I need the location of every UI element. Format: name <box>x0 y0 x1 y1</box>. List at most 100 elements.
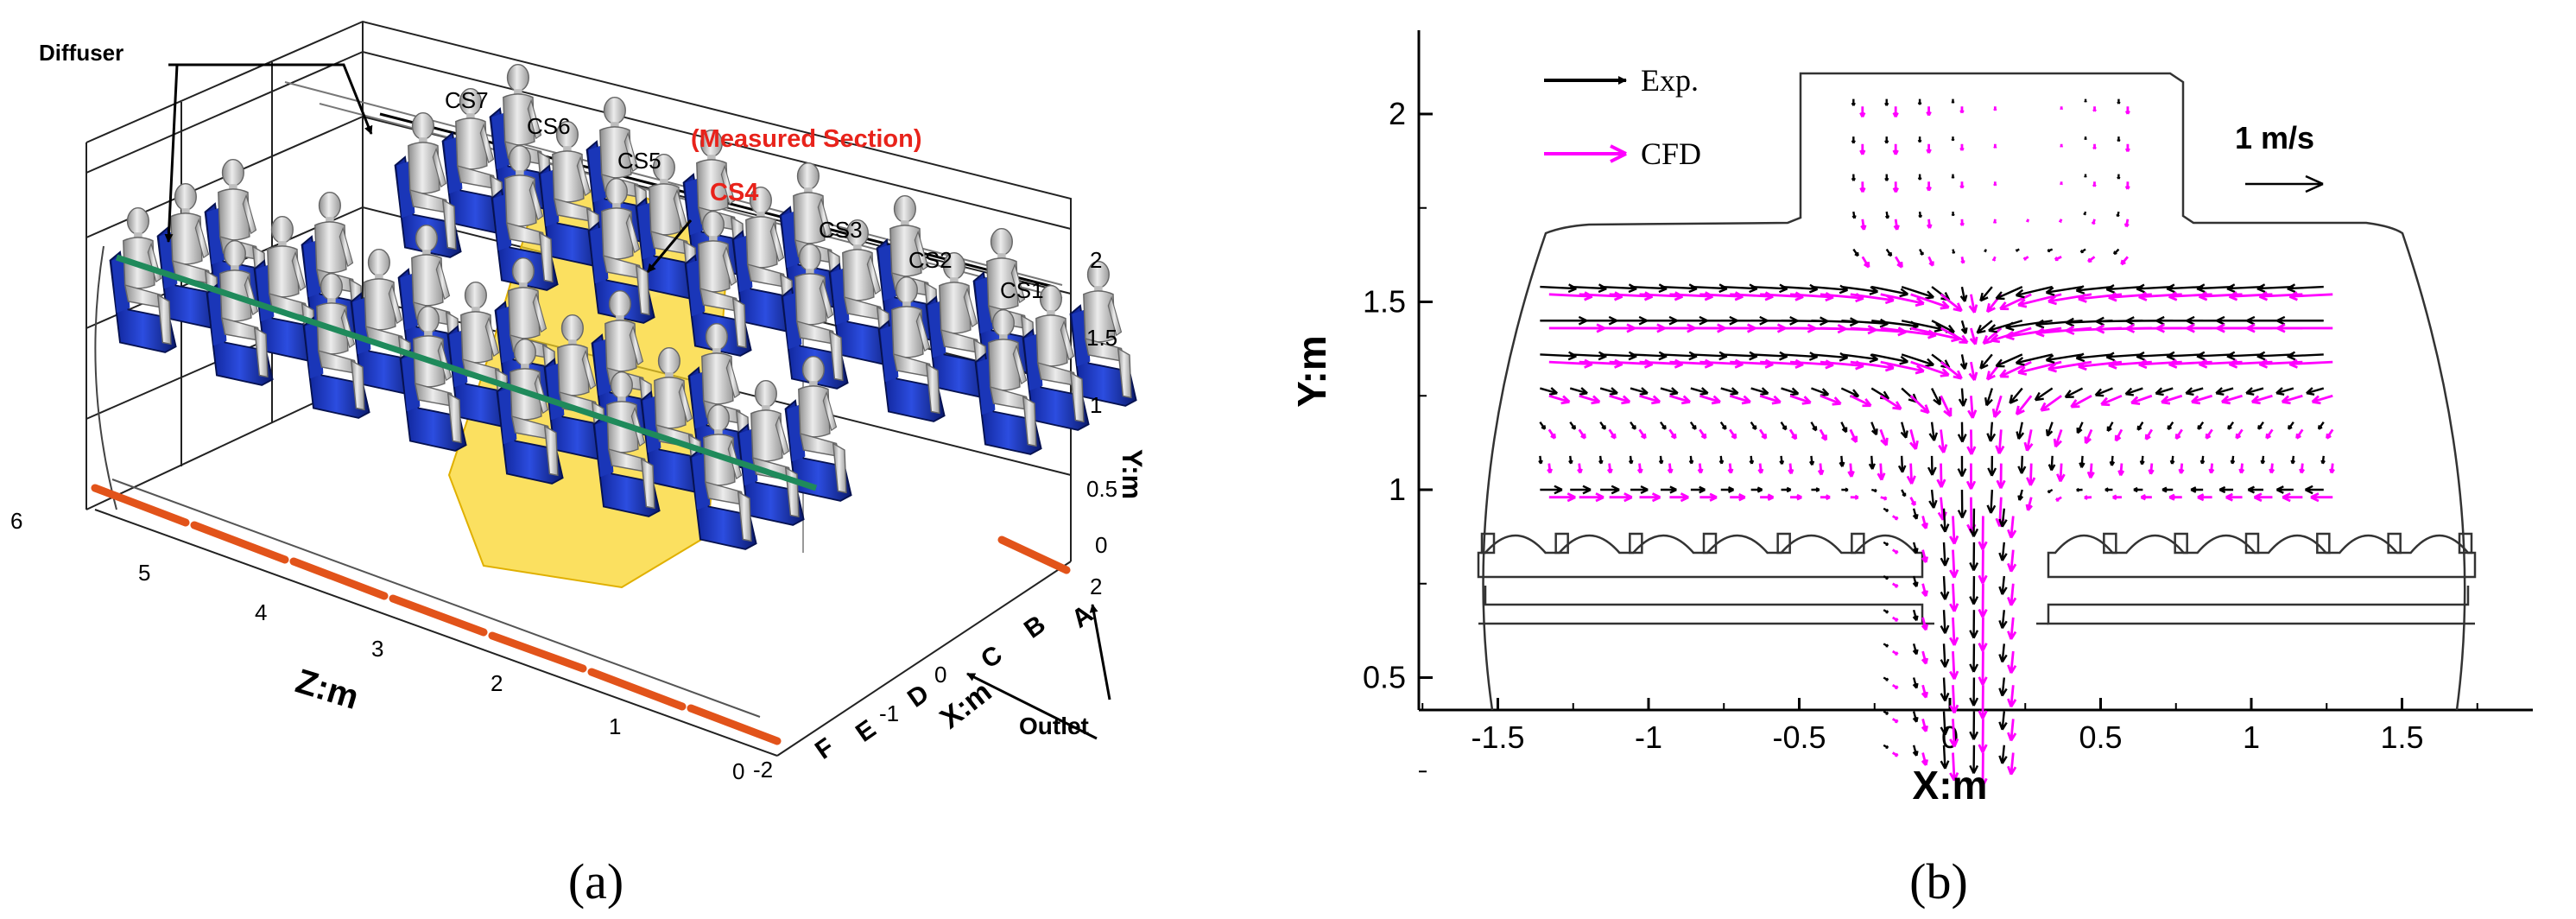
vector-cfd <box>1849 428 1858 443</box>
vector-cfd <box>1850 494 1859 500</box>
vector-cfd <box>2026 463 2036 486</box>
vector-exp <box>1901 489 1907 498</box>
y-tick-1.5: 1.5 <box>1086 325 1117 351</box>
vector-cfd <box>2220 394 2243 405</box>
y-axis-ticks: 0 0.5 1 1.5 2 <box>1086 247 1117 558</box>
z-tick-6: 6 <box>10 508 22 534</box>
z-tick-2: 2 <box>491 670 503 696</box>
vector-exp <box>1781 387 1800 396</box>
annotation-arrows <box>164 63 1111 740</box>
vector-exp <box>2105 284 2143 294</box>
vector-exp <box>1840 387 1860 398</box>
vector-exp <box>2048 455 2056 472</box>
vector-cfd <box>2060 143 2064 148</box>
vector-exp <box>2275 387 2294 396</box>
x-axis-ticks: 2 0 -1 -2 <box>753 574 1102 783</box>
vector-cfd <box>1949 685 1959 714</box>
vector-cfd <box>2092 181 2097 187</box>
vector-exp <box>2106 421 2114 433</box>
vector-cfd <box>1548 492 1576 503</box>
vector-exp <box>1951 98 1955 104</box>
vector-cfd <box>1760 493 1775 501</box>
vector-cfd <box>1879 395 1902 410</box>
vector-cfd <box>2295 428 2304 440</box>
vector-exp <box>2116 211 2120 218</box>
legend-cfd-label: CFD <box>1641 136 1701 171</box>
vector-cfd <box>2056 463 2066 483</box>
vector-cfd <box>1817 463 1825 476</box>
vector-cfd <box>1850 394 1872 408</box>
y-tick-label-b: 0.5 <box>1363 660 1406 695</box>
vector-cfd <box>1547 463 1554 474</box>
vector-exp <box>1918 211 1922 219</box>
vector-exp <box>1912 745 1919 757</box>
vector-cfd <box>2007 752 2017 776</box>
vector-exp <box>1998 575 2008 595</box>
vector-cfd <box>1880 293 1925 307</box>
diffuser-label: Diffuser <box>39 40 123 66</box>
vector-exp <box>1630 387 1649 396</box>
vector-exp <box>1998 643 2008 663</box>
vector-cfd <box>2066 325 2122 336</box>
vector-exp <box>1870 387 1890 400</box>
vector-exp <box>1959 286 1968 302</box>
vector-cfd <box>2148 463 2155 475</box>
vector-exp <box>1940 610 1950 634</box>
vector-cfd <box>1880 360 1925 375</box>
vector-exp <box>1928 421 1939 441</box>
vector-exp <box>2161 486 2174 493</box>
vector-cfd <box>2007 549 2017 573</box>
vector-cfd <box>1577 463 1583 474</box>
vector-cfd <box>2258 291 2303 301</box>
vector-exp <box>1720 387 1739 396</box>
vector-cfd <box>1949 516 1959 545</box>
outlet-label: Outlet <box>1019 713 1089 739</box>
y-tick-label-b: 1 <box>1389 472 1406 507</box>
vector-cfd <box>1949 549 1959 579</box>
vector-exp <box>1998 711 2008 731</box>
caption-a: (a) <box>568 853 623 909</box>
vector-cfd <box>1891 582 1899 588</box>
cs-label-cs1: CS1 <box>1000 277 1044 303</box>
vector-cfd <box>2228 291 2273 301</box>
vector-cfd <box>1991 395 2003 419</box>
vector-exp <box>1851 174 1856 181</box>
vector-cfd <box>1938 429 1948 453</box>
vector-exp <box>1995 286 2023 301</box>
vector-cfd <box>1609 394 1631 405</box>
vector-exp <box>1870 488 1877 493</box>
vector-exp <box>1720 486 1735 493</box>
vector-cfd <box>2282 492 2303 503</box>
vector-cfd <box>1757 463 1764 474</box>
vector-cfd <box>1579 492 1604 503</box>
vector-exp <box>2015 248 2020 252</box>
vector-exp <box>2076 421 2084 434</box>
legend-cfd-head <box>1610 144 1627 163</box>
vector-cfd <box>2123 219 2130 228</box>
vector-cfd <box>1859 181 1866 193</box>
vector-cfd <box>2084 495 2092 500</box>
vector-exp <box>2260 455 2266 465</box>
vector-exp <box>1688 455 1694 465</box>
vector-cfd <box>2168 493 2182 501</box>
vector-exp <box>1660 485 1677 494</box>
vector-cfd <box>1699 394 1721 405</box>
vector-cfd <box>1921 719 1928 732</box>
vector-exp <box>1998 745 2008 764</box>
diffuser-line <box>115 254 818 491</box>
vector-cfd <box>1949 719 1959 748</box>
vector-exp <box>1839 455 1845 467</box>
vector-exp <box>2124 387 2143 396</box>
vector-cfd <box>1638 428 1647 440</box>
vector-exp <box>1690 485 1706 494</box>
vector-cfd <box>1978 651 1988 686</box>
vector-exp <box>1538 455 1543 465</box>
vector-cfd <box>2124 143 2130 153</box>
vector-exp <box>2247 485 2263 494</box>
vector-cfd <box>1639 394 1661 405</box>
vector-cfd <box>2168 291 2212 301</box>
vector-cfd <box>2140 494 2152 501</box>
vector-exp <box>1928 489 1938 509</box>
z-axis-ticks: 6 5 4 3 2 1 0 <box>10 508 744 784</box>
vector-exp <box>1883 710 1889 715</box>
